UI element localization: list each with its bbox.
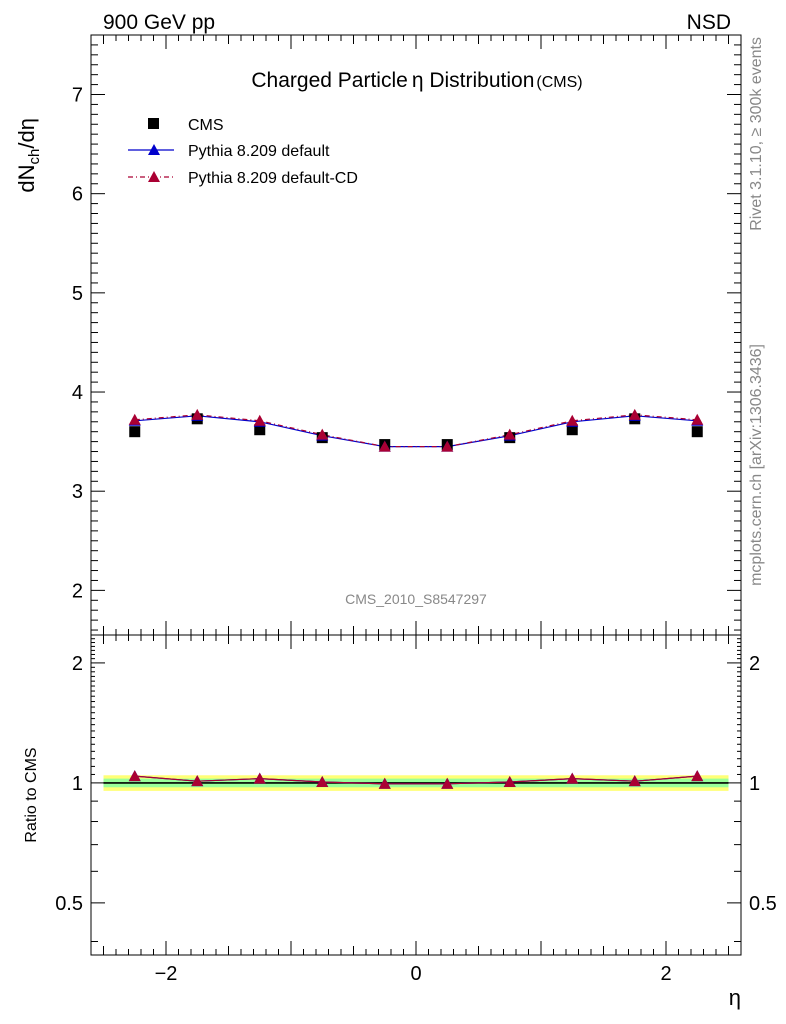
series-line-pythia-default-cd bbox=[134, 414, 698, 448]
ratio-point-pythia-default-cd bbox=[378, 777, 391, 789]
pythia-default-cd-point bbox=[441, 440, 454, 452]
legend-label-cms: CMS bbox=[188, 117, 224, 134]
rivet-label: Rivet 3.1.10, ≥ 300k events bbox=[748, 37, 765, 231]
y-label-subscript: ch bbox=[26, 149, 43, 165]
x-axis-label: η bbox=[729, 985, 741, 1010]
mcplots-label: mcplots.cern.ch [arXiv:1306.3436] bbox=[748, 344, 765, 586]
main-panel: 2 3 4 5 6 7 dNch/dη Charged Particle η Distrib… bbox=[14, 34, 742, 636]
legend-marker-cms bbox=[148, 118, 159, 129]
pythia-default-cd-point bbox=[628, 408, 641, 420]
cms-point bbox=[691, 426, 703, 438]
title-main: Charged Particle bbox=[251, 69, 407, 92]
ratio-y-tick-label: 1 bbox=[72, 773, 83, 795]
y-tick-label: 7 bbox=[72, 85, 83, 107]
series-line-pythia-default bbox=[134, 415, 698, 448]
pythia-default-cd-point bbox=[503, 428, 516, 440]
legend: CMS Pythia 8.209 default Pythia 8.209 de… bbox=[128, 117, 358, 187]
ratio-point-pythia-default-cd bbox=[441, 777, 454, 789]
ratio-y-tick-label: 0.5 bbox=[55, 893, 83, 915]
legend-marker-pythia-default bbox=[148, 144, 160, 155]
ratio-panel: 0.5 0.5 1 1 2 2 −2 0 2 Ratio to CMS η bbox=[23, 634, 777, 1010]
y-tick-label: 2 bbox=[72, 580, 83, 602]
energy-label: 900 GeV pp bbox=[103, 11, 215, 34]
pythia-default-cd-point bbox=[378, 440, 391, 452]
legend-label-pythia-default: Pythia 8.209 default bbox=[188, 143, 330, 160]
ratio-point-pythia-default-cd bbox=[191, 775, 204, 787]
ratio-point-pythia-default-cd bbox=[503, 776, 516, 788]
ratio-y-tick-label: 2 bbox=[72, 653, 83, 675]
x-tick-label: −2 bbox=[155, 963, 178, 985]
pythia-default-cd-point bbox=[128, 413, 141, 425]
pythia-default-cd-point bbox=[691, 413, 704, 425]
ratio-point-pythia-default-cd bbox=[691, 770, 704, 782]
title-symbol: η bbox=[412, 69, 424, 92]
y-label-main: dN bbox=[14, 164, 39, 192]
x-tick-label: 0 bbox=[410, 963, 421, 985]
legend-label-pythia-default-cd: Pythia 8.209 default-CD bbox=[188, 170, 358, 187]
x-tick-label: 2 bbox=[660, 963, 671, 985]
legend-marker-pythia-default-cd bbox=[148, 171, 160, 182]
main-axis-ticks bbox=[91, 34, 741, 635]
ratio-point-pythia-default-cd bbox=[316, 776, 329, 788]
cms-point bbox=[566, 424, 578, 436]
pythia-default-cd-point bbox=[191, 408, 204, 420]
ratio-point-pythia-default-cd bbox=[253, 772, 266, 784]
cms-point bbox=[254, 424, 266, 436]
y-tick-label: 4 bbox=[72, 382, 83, 404]
ratio-y-axis-label: Ratio to CMS bbox=[23, 747, 40, 842]
title-suffix: (CMS) bbox=[536, 74, 582, 91]
title-rest: Distribution bbox=[424, 69, 535, 92]
ratio-y-tick-label-right: 0.5 bbox=[749, 893, 777, 915]
main-y-axis-label: dNch/dη bbox=[14, 118, 43, 193]
legend-item-cms: CMS bbox=[148, 117, 224, 134]
legend-item-pythia-default: Pythia 8.209 default bbox=[128, 143, 330, 160]
analysis-watermark: CMS_2010_S8547297 bbox=[345, 591, 487, 607]
ratio-frame bbox=[90, 634, 742, 956]
chart-title: Charged Particle η Distribution (CMS) bbox=[251, 69, 582, 92]
pythia-default-cd-point bbox=[316, 428, 329, 440]
y-tick-label: 5 bbox=[72, 283, 83, 305]
pythia-default-cd-point bbox=[253, 414, 266, 426]
cms-point bbox=[129, 426, 141, 438]
y-tick-label: 6 bbox=[72, 184, 83, 206]
main-y-tick-labels: 2 3 4 5 6 7 bbox=[72, 85, 83, 603]
legend-item-pythia-default-cd: Pythia 8.209 default-CD bbox=[128, 170, 358, 187]
ratio-axis-ticks bbox=[91, 634, 741, 955]
ratio-y-tick-label-right: 2 bbox=[749, 653, 760, 675]
ratio-y-tick-label-right: 1 bbox=[749, 773, 760, 795]
pythia-default-cd-point bbox=[566, 414, 579, 426]
ratio-point-pythia-default-cd bbox=[628, 775, 641, 787]
ratio-point-pythia-default-cd bbox=[128, 770, 141, 782]
ratio-point-pythia-default-cd bbox=[566, 772, 579, 784]
ratio-y-tick-labels: 0.5 0.5 1 1 2 2 bbox=[55, 653, 777, 915]
main-data-layer bbox=[128, 408, 704, 452]
ratio-x-tick-labels: −2 0 2 bbox=[155, 963, 672, 985]
y-tick-label: 3 bbox=[72, 481, 83, 503]
process-label: NSD bbox=[687, 11, 731, 34]
ratio-data-layer bbox=[103, 770, 729, 789]
ratio-line-pythia-default-cd bbox=[134, 775, 698, 785]
y-label-rest: /dη bbox=[14, 118, 39, 149]
